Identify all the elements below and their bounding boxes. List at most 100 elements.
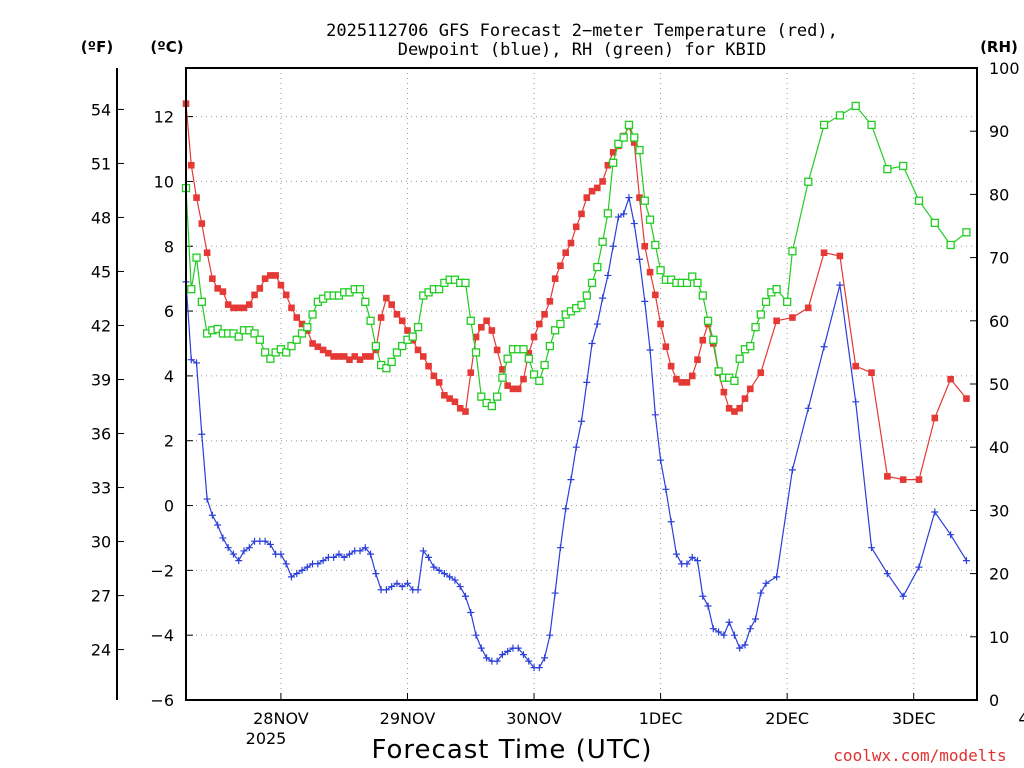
temperature-point	[272, 272, 279, 279]
rh-point	[487, 401, 497, 411]
rh-point	[587, 278, 597, 288]
chart-title-line1: 2025112706 GFS Forecast 2−meter Temperat…	[326, 21, 838, 41]
rh-point	[682, 278, 692, 288]
dewpoint-point	[620, 210, 628, 218]
dewpoint-point	[240, 547, 248, 555]
dewpoint-point	[203, 495, 211, 503]
dewpoint-point	[388, 583, 396, 591]
series-temperature	[182, 100, 970, 483]
dewpoint-point	[467, 608, 475, 616]
rh-point	[883, 164, 892, 174]
dewpoint-point	[282, 560, 290, 568]
rh-point	[266, 354, 275, 363]
rh-point	[519, 345, 528, 354]
rh-point	[746, 341, 755, 351]
dewpoint-point	[361, 544, 369, 552]
dewpoint-point	[583, 378, 591, 386]
rh-tick-label: 80	[989, 185, 1009, 204]
rh-point	[624, 120, 634, 130]
dewpoint-point	[899, 592, 907, 600]
temperature-point	[367, 353, 374, 360]
temperature-point	[884, 473, 891, 480]
x-tick-label: 3DEC	[892, 709, 936, 728]
rh-point	[930, 218, 939, 227]
temperature-point	[567, 239, 575, 247]
dewpoint-point	[788, 466, 796, 474]
dewpoint-point	[261, 537, 269, 545]
temperature-point	[335, 353, 343, 360]
credit-label: coolwx.com/modelts	[833, 746, 1006, 765]
rh-point	[962, 228, 971, 237]
temperature-point	[757, 369, 765, 376]
celsius-tick-label: −4	[150, 626, 174, 645]
rh-point	[714, 367, 723, 376]
rh-point	[593, 262, 602, 272]
temperature-point	[662, 343, 670, 351]
temperature-point	[356, 356, 364, 363]
series-layer	[181, 100, 971, 672]
rh-point	[598, 237, 607, 246]
celsius-tick-label: 0	[164, 497, 174, 516]
dewpoint-point	[773, 573, 781, 581]
dewpoint-point	[562, 505, 570, 513]
rh-point	[688, 272, 697, 281]
dewpoint-point	[572, 443, 580, 451]
rh-point	[503, 354, 512, 363]
temperature-point	[209, 275, 216, 282]
dewpoint-point	[498, 651, 506, 659]
dewpoint-point	[852, 398, 860, 406]
dewpoint-point	[541, 654, 549, 662]
dewpoint-point	[578, 417, 585, 425]
rh-point	[366, 316, 375, 325]
temperature-point	[467, 369, 475, 376]
rh-point	[603, 209, 613, 218]
rh-point	[783, 297, 792, 306]
celsius-tick-label: 2	[164, 432, 174, 451]
rh-point	[250, 329, 259, 338]
dewpoint-point	[414, 586, 422, 594]
temperature-point	[678, 379, 685, 386]
dewpoint-point	[715, 628, 723, 636]
temperature-point	[694, 356, 701, 363]
rh-point	[703, 316, 713, 325]
rh-unit-label: (RH)	[980, 38, 1018, 56]
temperature-point	[346, 356, 353, 363]
temperature-point	[667, 362, 675, 370]
rh-point	[946, 240, 955, 250]
temperature-point	[530, 333, 538, 341]
rh-point	[735, 354, 744, 363]
rh-point	[867, 120, 876, 130]
fahrenheit-tick-label: 54	[91, 100, 111, 119]
temperature-point	[193, 194, 200, 201]
rh-point	[630, 133, 639, 142]
temperature-point	[509, 385, 517, 393]
temperature-point	[915, 476, 923, 483]
dewpoint-point	[372, 570, 380, 578]
celsius-unit-label: (ºC)	[150, 38, 183, 56]
x-tick-label: 2DEC	[765, 709, 809, 728]
rh-point	[398, 341, 407, 351]
rh-point	[619, 133, 628, 142]
temperature-point	[836, 252, 844, 260]
dewpoint-point	[683, 560, 691, 568]
celsius-tick-label: 12	[154, 108, 174, 127]
temperature-point	[852, 362, 860, 370]
rh-point	[835, 111, 845, 120]
dewpoint-point	[235, 557, 243, 565]
temperature-point	[736, 405, 743, 412]
temperature-point	[572, 223, 580, 231]
fahrenheit-tick-label: 42	[91, 316, 111, 335]
temperature-point	[187, 161, 195, 169]
rh-point	[914, 196, 924, 205]
rh-point	[709, 335, 718, 344]
rh-point	[382, 364, 391, 373]
temperature-point	[420, 353, 427, 360]
temperature-point	[636, 194, 643, 201]
dewpoint-point	[330, 553, 338, 561]
temperature-point	[652, 291, 659, 299]
dewpoint-point	[730, 631, 738, 639]
dewpoint-point	[340, 553, 348, 561]
dewpoint-point	[883, 570, 891, 578]
dewpoint-point	[430, 563, 438, 571]
